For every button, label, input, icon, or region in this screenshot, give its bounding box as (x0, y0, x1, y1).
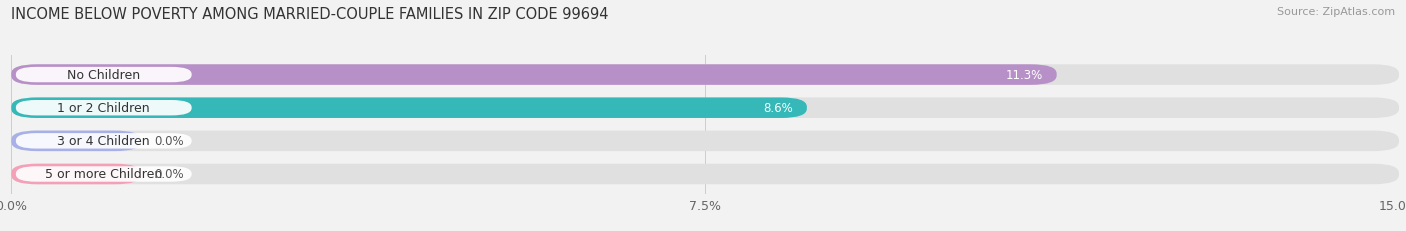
FancyBboxPatch shape (15, 134, 191, 149)
Text: 0.0%: 0.0% (155, 135, 184, 148)
FancyBboxPatch shape (11, 98, 1399, 119)
FancyBboxPatch shape (15, 100, 191, 116)
FancyBboxPatch shape (11, 131, 1399, 152)
Text: 5 or more Children: 5 or more Children (45, 168, 162, 181)
FancyBboxPatch shape (15, 67, 191, 83)
Text: 11.3%: 11.3% (1005, 69, 1043, 82)
FancyBboxPatch shape (15, 167, 191, 182)
Text: Source: ZipAtlas.com: Source: ZipAtlas.com (1277, 7, 1395, 17)
FancyBboxPatch shape (11, 65, 1057, 85)
FancyBboxPatch shape (11, 164, 141, 185)
FancyBboxPatch shape (11, 65, 1399, 85)
Text: 1 or 2 Children: 1 or 2 Children (58, 102, 150, 115)
FancyBboxPatch shape (11, 98, 807, 119)
Text: 0.0%: 0.0% (155, 168, 184, 181)
FancyBboxPatch shape (11, 131, 141, 152)
Text: No Children: No Children (67, 69, 141, 82)
Text: 8.6%: 8.6% (763, 102, 793, 115)
Text: INCOME BELOW POVERTY AMONG MARRIED-COUPLE FAMILIES IN ZIP CODE 99694: INCOME BELOW POVERTY AMONG MARRIED-COUPL… (11, 7, 609, 22)
FancyBboxPatch shape (11, 164, 1399, 185)
Text: 3 or 4 Children: 3 or 4 Children (58, 135, 150, 148)
